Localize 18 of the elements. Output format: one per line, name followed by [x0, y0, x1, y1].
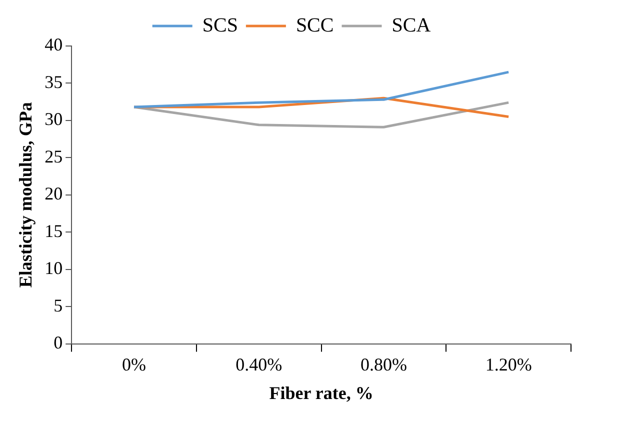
y-tick-label: 30 — [44, 109, 63, 130]
y-tick-label: 15 — [44, 220, 63, 241]
legend-label: SCS — [202, 14, 238, 36]
y-tick-label: 0 — [54, 332, 63, 353]
y-tick-label: 20 — [44, 184, 63, 204]
y-tick-label: 5 — [54, 295, 63, 316]
legend-label: SCA — [392, 14, 432, 36]
y-tick-label: 10 — [44, 258, 63, 278]
x-tick-label: 0.80% — [360, 354, 407, 374]
y-axis-title: Elasticity modulus, GPa — [15, 102, 36, 288]
x-tick-label: 0% — [122, 354, 146, 374]
x-axis-title: Fiber rate, % — [269, 382, 374, 403]
y-tick-label: 35 — [44, 72, 63, 92]
x-tick-label: 1.20% — [485, 354, 532, 374]
y-tick-label: 40 — [44, 34, 63, 55]
y-tick-label: 25 — [44, 146, 63, 166]
x-tick-label: 0.40% — [236, 354, 282, 374]
legend-label: SCC — [296, 14, 334, 36]
